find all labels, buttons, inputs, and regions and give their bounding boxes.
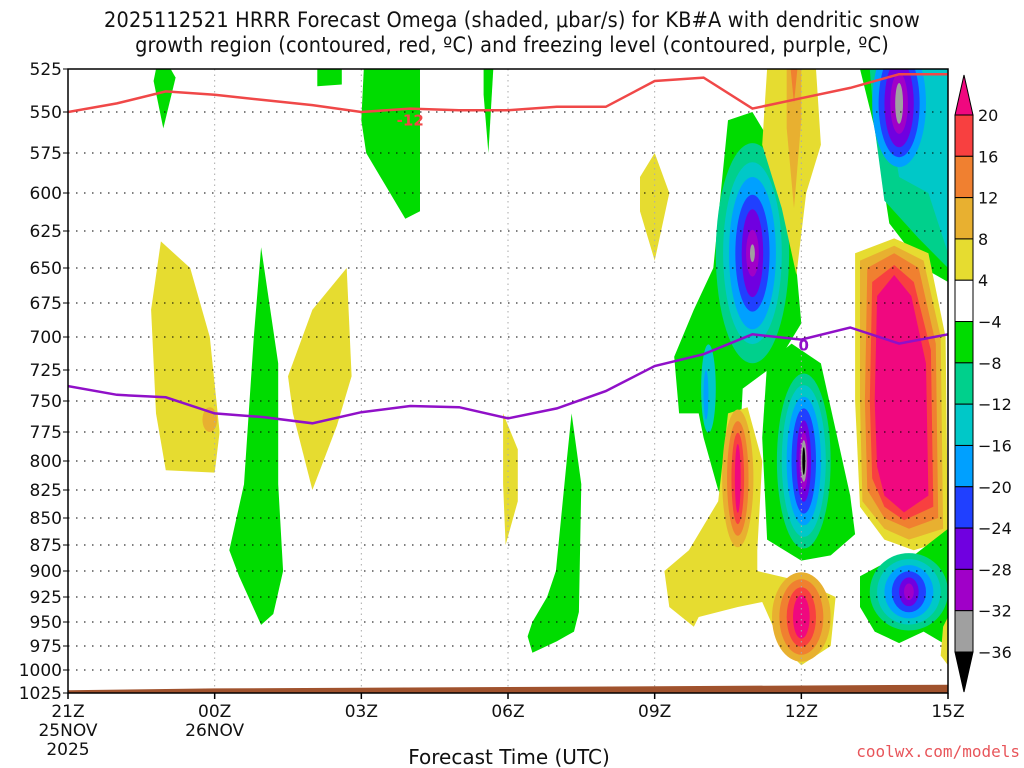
omega-ascent-area (503, 413, 518, 545)
x-tick-label: 00Z (198, 702, 231, 722)
omega-descent-core (701, 344, 716, 433)
colorbar-swatch (954, 444, 974, 488)
colorbar-label: 8 (978, 230, 988, 249)
y-tick-label: 525 (30, 60, 62, 80)
y-tick-label: 850 (30, 509, 62, 529)
colorbar-label: −24 (978, 519, 1012, 538)
y-tick-label: 1025 (19, 684, 62, 704)
y-tick-label: 600 (30, 184, 62, 204)
y-tick-label: 625 (30, 222, 62, 242)
x-tick-label: 21Z (51, 702, 84, 722)
omega-shading (151, 69, 948, 666)
colorbar-swatch (954, 279, 974, 323)
x-tick-label: 25NOV (38, 721, 97, 741)
colorbar-swatch (954, 362, 974, 405)
grid (68, 68, 948, 694)
chart-title-line1: 2025112521 HRRR Forecast Omega (shaded, … (104, 8, 920, 32)
y-tick-label: 750 (30, 392, 62, 412)
colorbar-label: −32 (978, 602, 1012, 621)
dgz-contour-line (68, 72, 948, 114)
colorbar-swatch (954, 155, 974, 199)
y-axis: 525 550 575 600 625 650 675 700 725 750 775 800 825 8… (19, 60, 68, 704)
omega-ascent-area (940, 617, 948, 666)
y-tick-label: 775 (30, 423, 62, 443)
colorbar-swatch (954, 403, 974, 446)
x-tick-label: 15Z (931, 702, 964, 722)
dgz-contour-label: -12 (397, 111, 424, 129)
y-tick-label: 550 (30, 103, 62, 123)
x-axis-title: Forecast Time (UTC) (408, 745, 610, 768)
x-tick-label: 2025 (46, 740, 89, 760)
y-tick-label: 875 (30, 536, 62, 556)
omega-descent-core-6 (750, 244, 755, 263)
colorbar-label: −20 (978, 478, 1012, 497)
omega-ascent-core (786, 69, 802, 209)
y-tick-label: 675 (30, 294, 62, 314)
omega-descent-area (153, 69, 176, 129)
x-tick-label: 09Z (638, 702, 671, 722)
omega-ascent-core (874, 275, 929, 513)
colorbar-label: 20 (978, 106, 998, 125)
colorbar-swatch (954, 197, 974, 240)
x-tick-label: 03Z (345, 702, 378, 722)
colorbar-swatch (954, 321, 974, 364)
colorbar-swatch (954, 568, 974, 612)
colorbar-label: −8 (978, 354, 1002, 373)
colorbar-label: 4 (978, 271, 988, 290)
colorbar-label: −4 (978, 313, 1002, 332)
x-tick-label: 06Z (491, 702, 524, 722)
x-tick-label: 12Z (785, 702, 818, 722)
colorbar-arrow-top (954, 74, 974, 116)
colorbar-swatch (954, 114, 974, 157)
omega-descent-core-5 (904, 583, 914, 601)
terrain-fill (68, 684, 948, 693)
colorbar-label: −28 (978, 560, 1012, 579)
y-tick-label: 725 (30, 361, 62, 381)
colorbar-swatch (954, 238, 974, 281)
colorbar-label: 12 (978, 189, 998, 208)
y-tick-label: 925 (30, 588, 62, 608)
omega-descent-area (229, 247, 284, 625)
omega-ascent-core (790, 69, 798, 104)
y-tick-label: 800 (30, 452, 62, 472)
chart-title-line2: growth region (contoured, red, ºC) and f… (135, 33, 889, 57)
freezing-contour-label: 0 (799, 337, 809, 355)
colorbar-swatch (954, 610, 974, 653)
omega-descent-area (317, 69, 342, 87)
colorbar-swatch (954, 527, 974, 570)
colorbar-label: −12 (978, 395, 1012, 414)
freezing-level-line (68, 326, 948, 425)
omega-descent-core-4 (895, 83, 904, 124)
y-tick-label: 950 (30, 613, 62, 633)
y-tick-label: 650 (30, 259, 62, 279)
y-tick-label: 825 (30, 481, 62, 501)
y-tick-label: 575 (30, 144, 62, 164)
omega-ascent-area (151, 241, 220, 473)
omega-descent-core (703, 370, 709, 420)
credit-link[interactable]: coolwx.com/models (856, 742, 1020, 761)
omega-descent-core-7 (802, 447, 806, 475)
colorbar-label: −36 (978, 643, 1012, 662)
omega-descent-area (527, 413, 582, 653)
y-tick-label: 975 (30, 637, 62, 657)
colorbar-label: −16 (978, 436, 1012, 455)
colorbar-swatch (954, 486, 974, 529)
y-tick-label: 700 (30, 328, 62, 348)
x-tick-label: 26NOV (185, 721, 244, 741)
omega-descent-area (361, 69, 420, 219)
colorbar-label: 16 (978, 147, 998, 166)
omega-ascent-area (288, 268, 352, 490)
colorbar-arrow-bottom (954, 651, 974, 693)
y-tick-label: 1000 (19, 661, 62, 681)
omega-ascent-core-3 (734, 444, 741, 513)
omega-ascent-core-3 (793, 595, 810, 639)
colorbar: 20 16 12 8 4 −4 −8 −12 −16 −20 −24 −28 −32 −36 (954, 74, 1012, 693)
y-tick-label: 900 (30, 562, 62, 582)
terrain (68, 684, 948, 693)
contour-lines: -12 0 (68, 72, 948, 425)
